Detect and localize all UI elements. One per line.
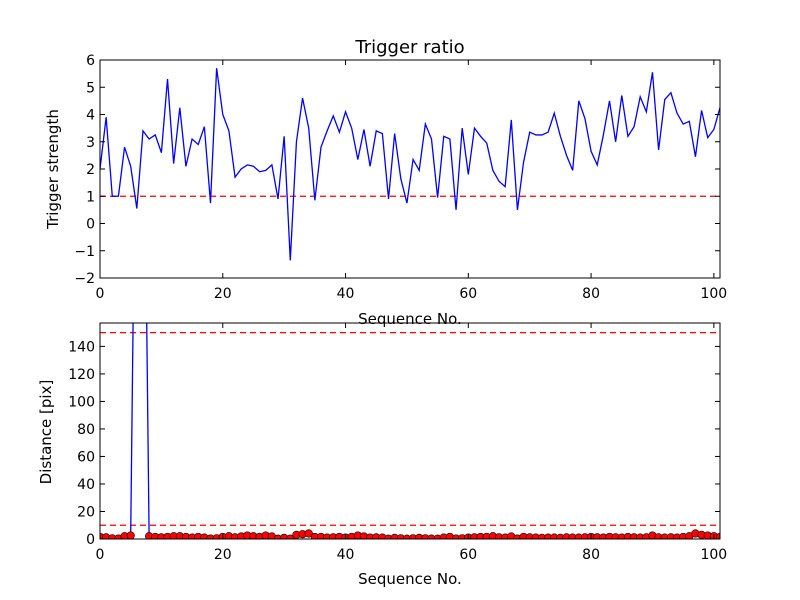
y-tick-label: 0 <box>86 532 95 548</box>
x-tick-label: 40 <box>337 547 355 563</box>
x-tick-label: 80 <box>582 286 600 302</box>
plot-area <box>100 68 720 261</box>
y-tick-label: 40 <box>77 477 95 493</box>
y-tick-label: −1 <box>74 244 95 260</box>
x-tick-label: 80 <box>582 547 600 563</box>
x-tick-label: 60 <box>459 547 477 563</box>
x-axis-label: Sequence No. <box>358 310 462 328</box>
y-tick-label: 1 <box>86 189 95 205</box>
y-tick-label: 20 <box>77 504 95 520</box>
x-tick-label: 20 <box>214 547 232 563</box>
plot-frame <box>99 59 721 279</box>
y-axis-label: Trigger strength <box>44 109 62 230</box>
distance-panel: Sequence No. Distance [pix] 0 20 40 60 80 100… <box>37 322 727 588</box>
series-line <box>100 323 720 539</box>
chart-title: Trigger ratio <box>354 37 464 58</box>
x-tick-label: 100 <box>700 547 727 563</box>
y-tick-label: 3 <box>86 135 95 151</box>
data-point <box>304 529 313 538</box>
y-tick-label: −2 <box>74 271 95 287</box>
y-axis-label: Distance [pix] <box>37 380 55 485</box>
data-point <box>126 531 135 539</box>
x-tick-label: 0 <box>96 547 105 563</box>
y-tick-label: 60 <box>77 449 95 465</box>
plot-area <box>100 323 720 539</box>
x-axis-label: Sequence No. <box>358 570 462 588</box>
x-tick-label: 0 <box>96 286 105 302</box>
trigger-ratio-panel: Trigger ratio Sequence No. Trigger stren… <box>44 37 727 328</box>
series-line <box>100 68 720 261</box>
x-tick-label: 40 <box>337 286 355 302</box>
y-tick-label: 2 <box>86 162 95 178</box>
data-point <box>715 532 720 539</box>
plot-frame <box>99 322 721 540</box>
x-tick-label: 20 <box>214 286 232 302</box>
x-tick-label: 100 <box>700 286 727 302</box>
y-tick-label: 140 <box>68 339 95 355</box>
y-tick-label: 5 <box>86 80 95 96</box>
y-tick-label: 4 <box>86 108 95 124</box>
y-tick-label: 6 <box>86 53 95 69</box>
y-tick-label: 0 <box>86 217 95 233</box>
y-tick-label: 100 <box>68 394 95 410</box>
y-tick-label: 120 <box>68 367 95 383</box>
y-tick-label: 80 <box>77 422 95 438</box>
x-tick-label: 60 <box>459 286 477 302</box>
